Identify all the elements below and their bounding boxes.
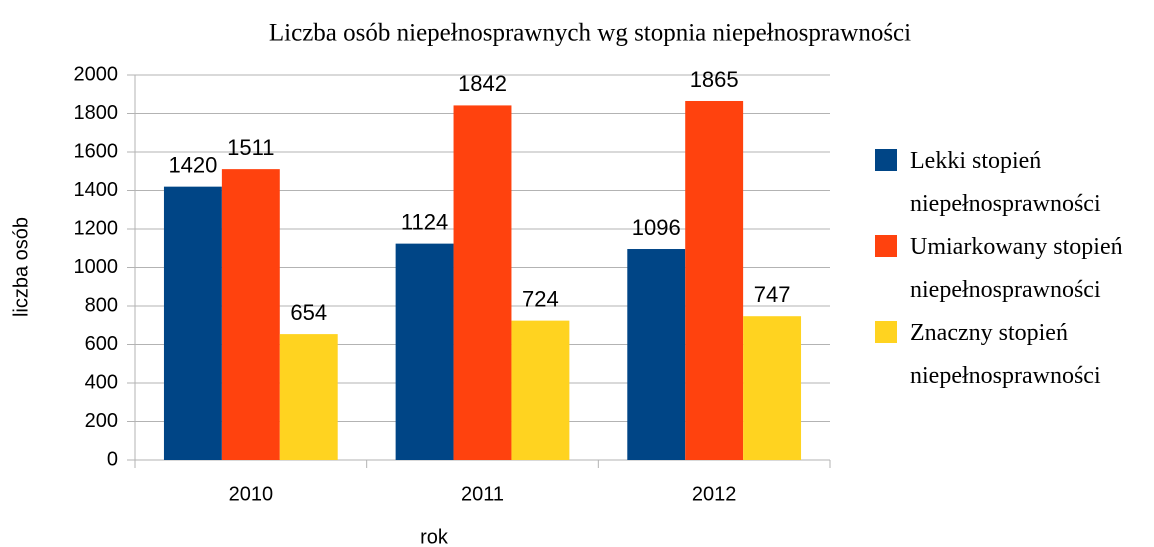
- y-tick-label: 400: [85, 371, 118, 393]
- data-label: 1096: [632, 215, 681, 240]
- data-label: 724: [522, 286, 559, 311]
- y-tick-label: 800: [85, 294, 118, 316]
- bar: [743, 316, 802, 460]
- bar: [453, 105, 512, 460]
- legend-item: Znaczny stopień niepełnosprawności: [872, 312, 1142, 398]
- y-tick-label: 1400: [74, 179, 119, 201]
- data-label: 1420: [168, 152, 217, 177]
- y-tick-label: 1800: [74, 102, 119, 124]
- legend-item: Lekki stopień niepełnosprawności: [872, 140, 1142, 226]
- y-tick-label: 600: [85, 333, 118, 355]
- x-tick-label: 2011: [461, 483, 504, 505]
- x-tick-label: 2010: [229, 483, 274, 505]
- bar: [279, 334, 338, 460]
- legend-label: Lekki stopień niepełnosprawności: [910, 148, 1101, 217]
- legend-swatch: [875, 321, 897, 343]
- x-tick-label: 2012: [692, 483, 737, 505]
- bar: [685, 100, 744, 461]
- chart-title: Liczba osób niepełnosprawnych wg stopnia…: [269, 20, 911, 47]
- data-label: 747: [754, 282, 791, 307]
- x-axis-label: rok: [420, 526, 449, 547]
- bar: [163, 186, 222, 460]
- y-axis-label: liczba osób: [10, 217, 32, 317]
- bar: [511, 320, 570, 460]
- legend: Lekki stopień niepełnosprawności Umiarkow…: [872, 140, 1142, 398]
- bar: [395, 243, 454, 460]
- data-label: 1842: [458, 71, 507, 96]
- legend-label: Umiarkowany stopień niepełnosprawności: [910, 234, 1123, 303]
- data-label: 1511: [227, 135, 274, 160]
- data-label: 654: [290, 300, 327, 325]
- y-tick-label: 1600: [74, 140, 119, 162]
- y-tick-label: 1000: [74, 256, 119, 278]
- legend-item: Umiarkowany stopień niepełnosprawności: [872, 226, 1142, 312]
- data-label: 1124: [401, 209, 448, 234]
- legend-swatch: [875, 149, 897, 171]
- y-tick-label: 1200: [74, 217, 119, 239]
- legend-label: Znaczny stopień niepełnosprawności: [910, 320, 1101, 389]
- legend-swatch: [875, 235, 897, 257]
- data-label: 1865: [690, 67, 739, 92]
- y-tick-label: 2000: [74, 63, 119, 85]
- y-tick-label: 200: [85, 410, 118, 432]
- y-tick-label: 0: [107, 448, 118, 470]
- bar: [221, 169, 280, 460]
- bar: [627, 249, 686, 460]
